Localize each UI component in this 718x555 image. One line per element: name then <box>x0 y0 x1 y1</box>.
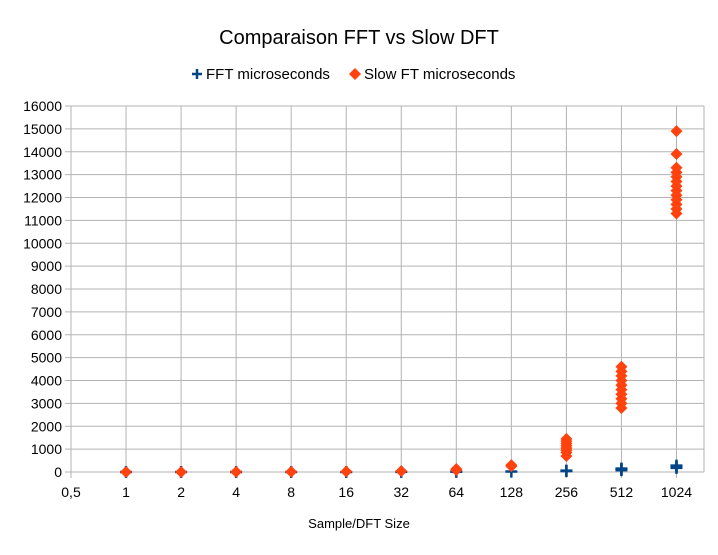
x-tick-label: 128 <box>500 484 524 500</box>
legend-slow-ft-marker <box>349 68 361 80</box>
y-tick-label: 10000 <box>23 235 62 251</box>
y-tick-label: 13000 <box>23 167 62 183</box>
x-axis-ticks: 0,5 1 2 4 8 16 32 64 128 256 512 1024 <box>61 484 692 500</box>
slow-ft-point <box>175 466 188 478</box>
slow-ft-point <box>670 148 683 161</box>
y-tick-label: 0 <box>54 464 62 480</box>
x-tick-label: 512 <box>610 484 634 500</box>
x-tick-label: 32 <box>393 484 409 500</box>
x-tick-label: 1024 <box>661 484 692 500</box>
x-tick-label: 4 <box>232 484 240 500</box>
fft-point <box>615 462 628 475</box>
y-tick-label: 14000 <box>23 144 62 160</box>
x-tick-label: 64 <box>449 484 465 500</box>
legend-item-slow-ft: Slow FT microseconds <box>349 66 515 83</box>
y-tick-label: 9000 <box>31 258 62 274</box>
legend-fft-marker <box>192 69 202 79</box>
y-tick-label: 8000 <box>31 281 62 297</box>
x-tick-label: 0,5 <box>61 484 81 500</box>
y-tick-label: 2000 <box>31 418 62 434</box>
fft-point <box>670 459 683 472</box>
slow-ft-point <box>285 465 298 478</box>
y-tick-label: 1000 <box>31 441 62 457</box>
slow-ft-point <box>670 161 683 174</box>
slow-ft-point <box>230 465 243 478</box>
x-tick-label: 1 <box>122 484 130 500</box>
y-tick-label: 15000 <box>23 121 62 137</box>
legend: FFT microseconds Slow FT microseconds <box>192 66 515 83</box>
y-tick-label: 12000 <box>23 190 62 206</box>
slow-ft-point <box>120 466 133 478</box>
y-tick-label: 11000 <box>24 212 62 228</box>
slow-ft-point <box>560 432 573 445</box>
legend-fft-label: FFT microseconds <box>206 66 330 83</box>
x-axis-label: Sample/DFT Size <box>308 516 410 531</box>
slow-ft-point <box>505 459 518 472</box>
slow-ft-point <box>615 360 628 373</box>
series-slow-ft <box>120 125 683 478</box>
y-tick-label: 5000 <box>31 350 62 366</box>
y-tick-label: 4000 <box>31 373 62 389</box>
fft-point <box>560 464 573 477</box>
slow-ft-point <box>395 465 408 478</box>
slow-ft-point <box>450 463 463 476</box>
slow-ft-point <box>340 465 353 478</box>
x-tick-label: 256 <box>555 484 579 500</box>
slow-ft-point <box>670 125 683 138</box>
y-tick-label: 16000 <box>23 98 62 114</box>
x-tick-label: 2 <box>177 484 185 500</box>
y-tick-label: 6000 <box>31 327 62 343</box>
gridlines <box>65 105 705 478</box>
x-tick-label: 16 <box>338 484 354 500</box>
x-tick-label: 8 <box>287 484 295 500</box>
chart-title: Comparaison FFT vs Slow DFT <box>219 27 499 49</box>
legend-item-fft: FFT microseconds <box>192 66 330 83</box>
y-tick-label: 3000 <box>31 395 62 411</box>
y-tick-label: 7000 <box>31 304 62 320</box>
y-axis-ticks: 0 1000 2000 3000 4000 5000 6000 7000 8000 9000 100… <box>23 98 62 480</box>
legend-slow-ft-label: Slow FT microseconds <box>364 66 515 83</box>
